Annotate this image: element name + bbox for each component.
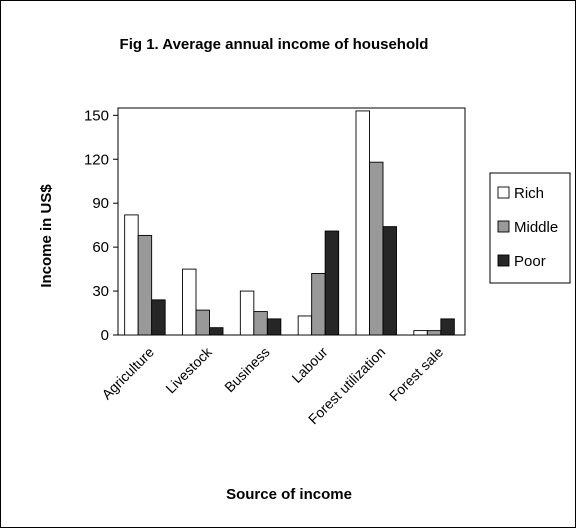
bar-poor-business — [266, 318, 282, 336]
x-tick-label: Business — [221, 344, 272, 395]
legend: Rich Middle Poor — [497, 185, 558, 270]
bar-rich-forest-utilization — [355, 110, 370, 336]
y-axis: 0 30 60 90 120 150 — [84, 107, 118, 344]
x-tick-label: Agriculture — [98, 344, 157, 403]
x-axis-title: Source of income — [226, 486, 352, 503]
bar-poor-forest-utilization — [382, 226, 397, 336]
legend-swatch — [497, 186, 510, 199]
y-axis-title: Income in US$ — [38, 184, 55, 288]
plot-area — [117, 107, 466, 336]
bar-middle-agriculture — [137, 234, 153, 336]
legend-swatch — [497, 254, 510, 267]
y-tick-label: 90 — [92, 195, 109, 212]
bar-poor-forest-sale — [440, 318, 455, 336]
bar-middle-labour — [311, 273, 326, 336]
bar-rich-business — [239, 290, 255, 336]
x-axis: Agriculture Livestock Business Labour Forest… — [98, 343, 446, 427]
bar-poor-livestock — [209, 327, 224, 336]
legend-label: Rich — [514, 185, 544, 202]
bar-middle-business — [253, 311, 268, 336]
legend-label: Poor — [514, 253, 546, 270]
bar-middle-forest-utilization — [369, 161, 384, 336]
bar-middle-forest-sale — [426, 330, 442, 336]
y-tick-label: 30 — [92, 283, 109, 300]
chart-title: Fig 1. Average annual income of househol… — [120, 36, 429, 53]
bar-poor-labour — [324, 230, 340, 336]
x-tick-label: Livestock — [162, 343, 215, 396]
x-tick-label: Forest sale — [386, 344, 446, 404]
legend-label: Middle — [514, 219, 558, 236]
y-tick-label: 120 — [84, 151, 109, 168]
x-tick-label: Labour — [288, 344, 330, 386]
y-tick-label: 60 — [92, 239, 109, 256]
bar-poor-agriculture — [151, 299, 166, 336]
bar-middle-livestock — [195, 309, 210, 336]
bar-rich-agriculture — [124, 214, 139, 336]
bar-rich-forest-sale — [413, 330, 428, 336]
bar-rich-livestock — [182, 268, 197, 336]
bars-group — [124, 110, 455, 336]
y-tick-label: 150 — [84, 107, 109, 124]
y-tick-label: 0 — [101, 327, 109, 344]
legend-swatch — [497, 220, 510, 233]
bar-rich-labour — [297, 315, 313, 336]
